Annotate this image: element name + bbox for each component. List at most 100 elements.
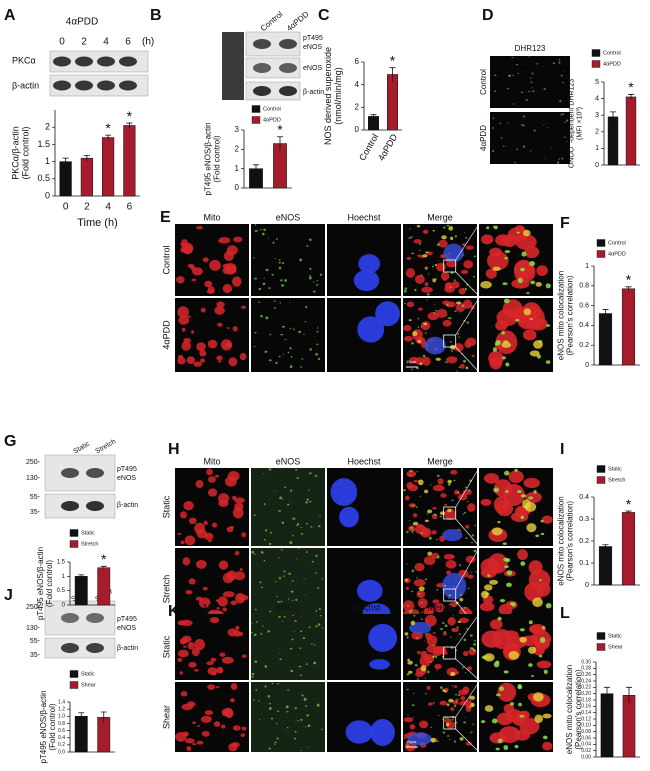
micrograph-spot — [240, 733, 246, 737]
micrograph-spot — [444, 584, 447, 587]
micrograph-spot — [501, 331, 505, 335]
micrograph-spot — [414, 664, 418, 667]
micrograph-spot — [444, 282, 452, 290]
micrograph-spot — [230, 698, 235, 703]
micrograph-spot — [253, 346, 256, 348]
micrograph-spot — [259, 633, 263, 635]
zoom-guide — [455, 271, 480, 297]
micrograph-spot — [512, 74, 514, 76]
legend-swatch — [596, 239, 606, 247]
panel-letter: H — [168, 441, 180, 458]
micrograph-spot — [487, 251, 509, 271]
micrograph-spot — [442, 731, 446, 734]
mw-marker: 55- — [30, 638, 41, 645]
micrograph-spot — [291, 638, 294, 641]
bar — [59, 161, 72, 197]
panel-letter: J — [4, 587, 13, 604]
micrograph-spot — [453, 342, 464, 352]
micrograph-spot — [406, 256, 412, 260]
lane-label: 0 — [59, 37, 65, 48]
micrograph-spot — [536, 62, 539, 65]
micrograph-spot — [408, 520, 411, 522]
micrograph-spot — [446, 356, 458, 364]
micrograph-spot — [221, 708, 230, 717]
micrograph-spot — [467, 503, 476, 512]
y-tick-label: 0.20 — [581, 691, 591, 697]
y-tick-label: 0.5 — [57, 588, 66, 594]
y-tick-label: 4 — [595, 95, 599, 102]
micrograph-spot — [303, 697, 307, 701]
y-tick-label: 0 — [45, 190, 50, 200]
micrograph-spot — [543, 669, 548, 675]
micrograph-spot — [517, 72, 520, 75]
micrograph-spot — [566, 140, 568, 142]
row-label: Shear — [161, 705, 171, 729]
lane-label: (h) — [142, 37, 154, 48]
micrograph-spot — [522, 329, 537, 341]
legend-swatch — [591, 49, 601, 57]
micrograph-spot — [330, 478, 358, 507]
zoom-guide — [455, 547, 480, 590]
micrograph-spot — [501, 356, 507, 360]
y-tick-label: 0.16 — [581, 704, 591, 710]
micrograph-spot — [411, 531, 414, 533]
zoom-guide — [455, 346, 480, 373]
micrograph-spot — [503, 557, 509, 562]
micrograph-spot — [284, 339, 287, 341]
micrograph-spot — [493, 487, 500, 493]
micrograph-spot — [222, 283, 233, 294]
micrograph-spot — [419, 249, 421, 251]
micrograph-spot — [263, 277, 265, 279]
micrograph-spot — [181, 703, 193, 711]
legend-swatch — [251, 116, 261, 124]
micrograph-spot — [520, 494, 527, 498]
micrograph-spot — [200, 307, 206, 313]
micrograph-spot — [498, 603, 513, 616]
micrograph-spot — [446, 303, 449, 307]
micrograph-spot — [181, 327, 186, 332]
y-tick-label: 0.8 — [579, 283, 589, 290]
micrograph-spot — [426, 293, 430, 296]
micrograph-spot — [464, 340, 472, 348]
blot-band — [75, 80, 93, 91]
micrograph-spot — [441, 235, 447, 240]
micrograph-spot — [446, 735, 450, 737]
micrograph-spot — [226, 245, 238, 256]
micrograph-spot — [413, 614, 416, 617]
micrograph-spot — [563, 136, 566, 138]
micrograph-spot — [407, 732, 432, 746]
micrograph-spot — [424, 282, 429, 287]
micrograph-spot — [183, 501, 194, 511]
micrograph-spot — [507, 122, 509, 124]
micrograph-spot — [447, 508, 452, 513]
micrograph-spot — [455, 701, 458, 703]
significance-marker: * — [390, 52, 396, 68]
micrograph-spot — [199, 350, 207, 357]
y-tick-label: 1 — [62, 574, 66, 580]
micrograph-spot — [443, 243, 464, 263]
micrograph-spot — [442, 572, 467, 600]
legend-label: Control — [263, 106, 281, 112]
micrograph-spot — [196, 342, 206, 352]
micrograph-spot — [301, 358, 304, 360]
micrograph-spot — [424, 267, 428, 270]
micrograph-spot — [511, 602, 516, 607]
micrograph-spot — [457, 493, 468, 501]
micrograph-spot — [254, 331, 257, 334]
micrograph-spot — [233, 571, 246, 581]
micrograph-spot — [542, 735, 548, 740]
legend-swatch — [69, 670, 79, 678]
micrograph-spot — [520, 91, 524, 94]
micrograph-spot — [272, 241, 275, 244]
micrograph-spot — [443, 277, 447, 281]
y-axis-title: (Fold control) — [213, 135, 222, 182]
micrograph-spot — [467, 574, 474, 579]
error-bar — [253, 164, 259, 173]
micrograph-spot — [462, 489, 473, 495]
micrograph-spot — [416, 524, 424, 528]
micrograph-spot — [305, 594, 307, 596]
micrograph-spot — [497, 682, 517, 702]
micrograph-spot — [426, 530, 428, 532]
error-bar — [62, 157, 69, 166]
micrograph-spot — [539, 637, 546, 643]
